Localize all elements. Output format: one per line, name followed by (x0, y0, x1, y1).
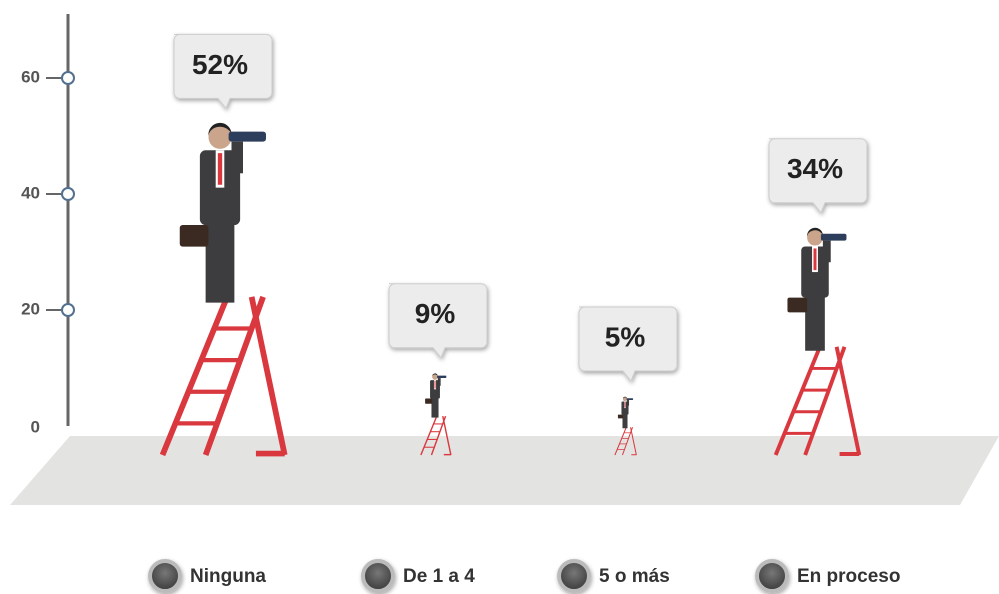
jacket (430, 380, 440, 399)
ladder-leg (159, 295, 230, 457)
hair (807, 227, 823, 237)
legend-marker (557, 559, 591, 593)
ladder-figure (420, 373, 452, 456)
tick-marker (61, 187, 75, 201)
binoculars (228, 131, 266, 142)
legend-label: Ninguna (190, 566, 266, 587)
legend-label: En proceso (797, 566, 900, 587)
arm (822, 240, 831, 263)
binoculars (626, 398, 634, 401)
jacket (801, 246, 829, 298)
briefcase (617, 414, 623, 419)
ladder-leg (430, 415, 447, 456)
tie (624, 402, 626, 408)
head (807, 229, 823, 246)
legs (205, 219, 235, 303)
legend-marker (755, 559, 789, 593)
ladder-leg (803, 346, 847, 456)
ladder-leg (442, 416, 452, 456)
callout-box (578, 306, 678, 382)
tie (434, 380, 436, 389)
ladder-leg (202, 295, 266, 456)
arm (437, 378, 441, 386)
tie (813, 248, 817, 271)
tie (217, 153, 223, 185)
arm (231, 141, 243, 174)
ladder-figure (159, 122, 288, 457)
ladder-leg (834, 346, 862, 456)
y-tick-label: 60 (21, 67, 40, 86)
legs (622, 413, 628, 429)
ladder-leg (614, 427, 627, 456)
floor (10, 436, 999, 505)
callout-box (173, 33, 273, 110)
value-label: 9% (415, 298, 456, 329)
briefcase (787, 297, 808, 313)
callout-box (768, 138, 868, 214)
binoculars (820, 233, 847, 241)
value-label: 52% (192, 49, 248, 80)
legs (805, 293, 825, 351)
tick-marker (61, 303, 75, 317)
briefcase (425, 398, 433, 404)
hair (208, 122, 232, 136)
value-label: 5% (605, 321, 646, 352)
legend-label: De 1 a 4 (403, 566, 475, 587)
callout-box (388, 283, 488, 359)
ladder-leg (622, 427, 634, 456)
arm (627, 400, 630, 406)
y-tick-label: 40 (21, 183, 40, 202)
legend-marker (361, 559, 395, 593)
y-tick-label: 0 (31, 417, 40, 436)
binoculars (437, 375, 447, 379)
ladder-leg (630, 427, 637, 456)
legend-label: 5 o más (599, 566, 670, 587)
hair (432, 373, 438, 377)
legs (431, 397, 439, 418)
ladder-figure (614, 396, 637, 456)
head (208, 125, 232, 149)
hair (622, 396, 628, 400)
value-label: 34% (787, 153, 843, 184)
y-tick-label: 20 (21, 299, 40, 318)
ladder-leg (773, 346, 822, 456)
ladder-leg (248, 296, 288, 456)
ladder-figure (773, 227, 862, 456)
legend-marker (148, 559, 182, 593)
ladder-leg (420, 415, 438, 456)
head (622, 397, 628, 402)
briefcase (179, 225, 209, 247)
tick-marker (61, 71, 75, 85)
head (432, 374, 438, 380)
